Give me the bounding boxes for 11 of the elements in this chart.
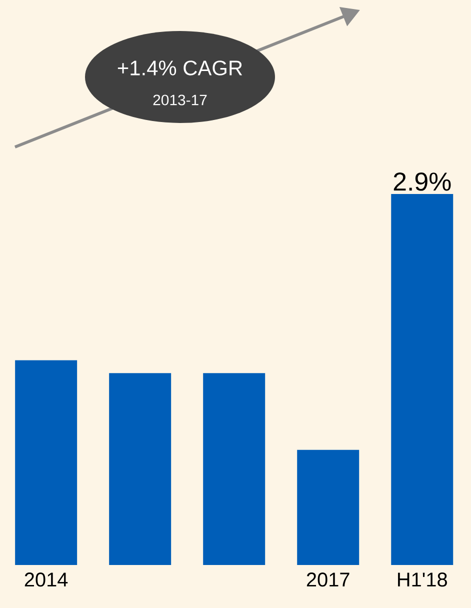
x-tick-label: H1'18 xyxy=(398,572,447,587)
bar xyxy=(391,194,454,565)
bar xyxy=(297,450,360,565)
data-label: 2.9% xyxy=(394,172,451,191)
bar xyxy=(15,360,78,565)
bar xyxy=(109,373,172,565)
bar xyxy=(203,373,266,565)
text: 2013-17 xyxy=(153,94,207,106)
x-tick-label: 2014 xyxy=(24,572,68,587)
x-tick-label: 2017 xyxy=(306,572,350,587)
text: +1.4% CAGR xyxy=(118,60,242,76)
